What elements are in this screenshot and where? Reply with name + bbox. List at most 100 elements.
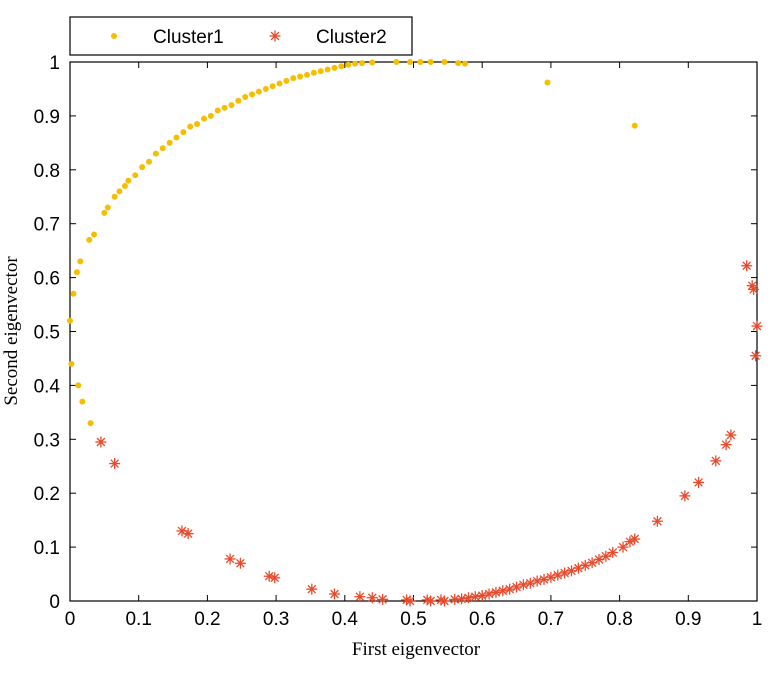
y-tick-label: 0.1 [34, 538, 60, 559]
cluster1-point [297, 73, 304, 80]
cluster2-point [693, 476, 705, 488]
cluster2-point [725, 429, 737, 441]
cluster1-point [338, 63, 345, 70]
x-tick-label: 0.3 [263, 609, 289, 630]
cluster1-point [86, 236, 93, 243]
cluster2-point [483, 588, 495, 600]
cluster1-point [324, 66, 331, 73]
cluster1-point [101, 209, 108, 216]
x-tick-label: 0.2 [194, 609, 220, 630]
cluster1-point [290, 75, 297, 82]
cluster2-point [629, 533, 641, 545]
cluster1-point [207, 112, 214, 119]
cluster2-point [269, 572, 281, 584]
legend-marker-cluster1-symbol [111, 33, 117, 39]
cluster2-point [95, 436, 107, 448]
cluster1-point [159, 145, 166, 152]
y-tick-label: 0.8 [34, 161, 60, 182]
cluster2-point [377, 593, 389, 605]
x-tick-labels: 0 0.1 0.2 0.3 0.4 0.5 0.6 0.7 0.8 0.9 1 [65, 609, 763, 630]
cluster2-point [710, 455, 722, 467]
cluster2-point [559, 567, 571, 579]
cluster1-point [417, 59, 424, 65]
legend-marker-cluster2-symbol [269, 30, 281, 42]
cluster1-point [228, 102, 235, 109]
cluster1-point [77, 258, 84, 265]
legend-label-cluster1: Cluster1 [153, 27, 224, 48]
cluster1-point [441, 59, 448, 65]
axis-ticks [69, 61, 758, 602]
cluster1-point [631, 122, 638, 129]
cluster1-point [242, 94, 249, 101]
cluster1-point [221, 104, 228, 111]
cluster2-point [456, 593, 468, 605]
cluster1-point [462, 60, 469, 67]
cluster1-point [455, 60, 462, 67]
plot-area [69, 61, 758, 602]
cluster2-point [517, 579, 529, 591]
cluster1-point [75, 382, 82, 389]
cluster1-point [116, 188, 123, 195]
legend-marker-cluster1 [111, 33, 117, 39]
cluster2-point [751, 320, 763, 332]
cluster1-point [331, 64, 338, 71]
cluster1-point [544, 79, 551, 86]
cluster2-point [720, 439, 732, 451]
cluster2-point [306, 583, 318, 595]
cluster2-point [545, 571, 557, 583]
cluster1-point [249, 91, 256, 98]
legend-label-cluster2: Cluster2 [316, 27, 387, 48]
cluster1-point [139, 164, 146, 171]
x-tick-label: 1 [752, 609, 763, 630]
cluster2-point [531, 575, 543, 587]
cluster1-point [173, 134, 180, 141]
data-points [67, 59, 763, 607]
x-tick-label: 0.9 [675, 609, 701, 630]
x-tick-label: 0.8 [606, 609, 632, 630]
cluster1-point [427, 59, 434, 65]
cluster1-point [121, 182, 128, 189]
cluster1-point [152, 150, 159, 157]
cluster2-point [354, 591, 366, 603]
cluster2-point [679, 490, 691, 502]
cluster2-point [449, 593, 461, 605]
cluster2-point [651, 515, 663, 527]
cluster2-point [425, 595, 437, 607]
y-tick-label: 0.5 [34, 323, 60, 344]
cluster1-point [262, 85, 269, 92]
legend-marker-cluster2 [269, 30, 281, 42]
cluster1-point [67, 317, 73, 324]
cluster2-point [741, 260, 753, 272]
cluster1-point [87, 420, 94, 427]
y-axis-title: Second eigenvector [1, 256, 22, 406]
x-tick-label: 0.5 [400, 609, 426, 630]
cluster2-point [476, 590, 488, 602]
cluster2-point [750, 350, 762, 362]
x-axis-title: First eigenvector [352, 639, 481, 660]
cluster1-point [255, 88, 262, 95]
cluster1-point [146, 158, 153, 165]
cluster1-point [235, 97, 242, 104]
cluster2-point [607, 546, 619, 558]
cluster1-point [345, 61, 352, 68]
x-tick-label: 0.4 [332, 609, 359, 630]
y-tick-label: 0.4 [34, 376, 61, 397]
cluster2-point [109, 458, 121, 470]
cluster1-point [304, 71, 311, 78]
y-tick-label: 0 [49, 592, 60, 613]
cluster1-point [317, 68, 324, 75]
cluster1-point [283, 77, 290, 84]
cluster1-point [104, 204, 111, 211]
cluster2-point [748, 283, 760, 295]
cluster2-point [617, 541, 629, 553]
cluster1-point [91, 231, 98, 238]
x-tick-label: 0.1 [125, 609, 151, 630]
legend: Cluster1 Cluster2 [69, 16, 413, 56]
cluster1-point [310, 69, 317, 76]
cluster2-point [328, 588, 340, 600]
cluster2-point [490, 586, 502, 598]
legend-box [69, 16, 413, 56]
cluster1-point [187, 123, 194, 130]
cluster1-point [194, 120, 201, 127]
